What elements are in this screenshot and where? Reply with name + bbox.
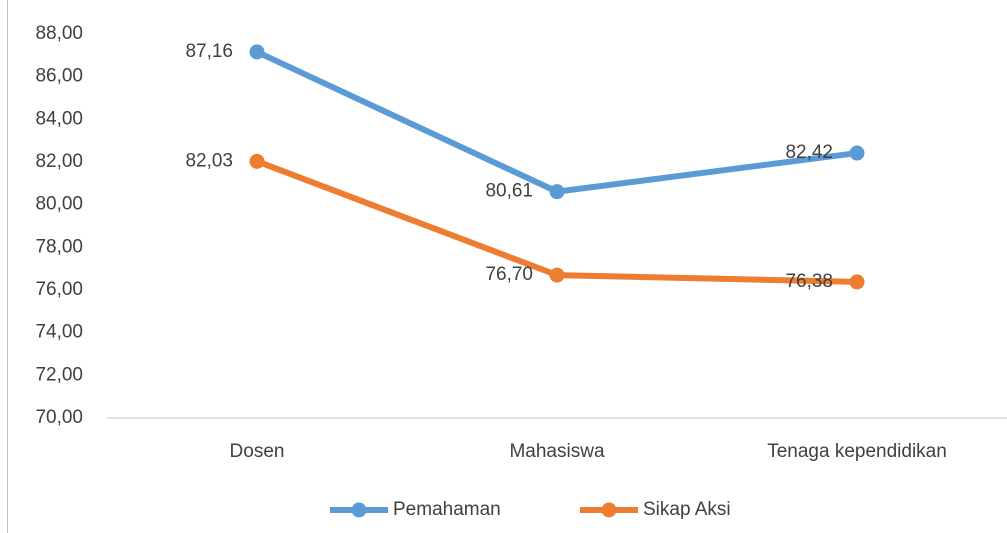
legend-marker (351, 502, 367, 518)
y-tick-label: 88,00 (35, 23, 83, 44)
point (549, 267, 565, 283)
legend-marker (601, 502, 617, 518)
data-label: 80,61 (485, 181, 533, 202)
y-tick-label: 80,00 (35, 194, 83, 215)
y-tick-label: 84,00 (35, 108, 83, 129)
y-tick-label: 86,00 (35, 66, 83, 87)
data-label: 76,38 (785, 271, 833, 292)
chart-border (7, 0, 8, 533)
legend-label: Pemahaman (393, 499, 501, 520)
y-tick-label: 74,00 (35, 322, 83, 343)
y-tick-label: 76,00 (35, 279, 83, 300)
x-tick-label: Tenaga kependidikan (767, 441, 947, 462)
series-line (255, 158, 858, 285)
data-label: 87,16 (185, 41, 233, 62)
point (249, 153, 265, 169)
y-tick-label: 82,00 (35, 151, 83, 172)
point (849, 274, 865, 290)
point (249, 44, 265, 60)
data-label: 76,70 (485, 264, 533, 285)
x-tick-label: Mahasiswa (509, 441, 604, 462)
y-tick-label: 72,00 (35, 364, 83, 385)
point (549, 184, 565, 200)
legend-label: Sikap Aksi (643, 499, 731, 520)
point (849, 145, 865, 161)
data-label: 82,42 (785, 142, 833, 163)
y-tick-label: 70,00 (35, 407, 83, 428)
series-line (255, 49, 858, 195)
y-tick-label: 78,00 (35, 236, 83, 257)
data-label: 82,03 (185, 150, 233, 171)
x-tick-label: Dosen (230, 441, 285, 462)
